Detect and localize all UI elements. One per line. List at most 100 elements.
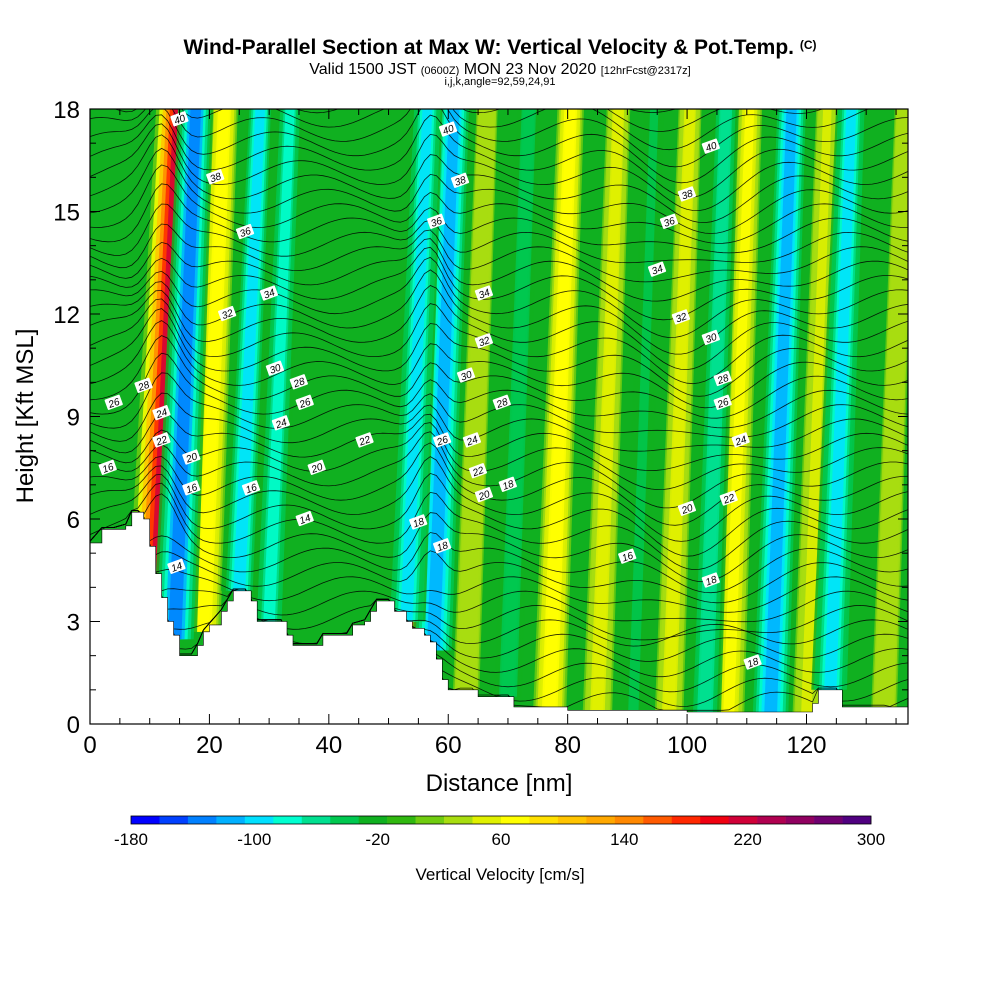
theta-label: 40 — [170, 111, 189, 127]
draft-band — [699, 109, 731, 712]
theta-label: 22 — [468, 463, 488, 480]
svg-text:28: 28 — [291, 376, 307, 391]
theta-label: 34 — [474, 285, 494, 302]
colorbar-swatch — [330, 816, 359, 824]
colorbar-swatch — [529, 816, 559, 824]
svg-text:22: 22 — [470, 465, 486, 480]
y-tick-label: 0 — [67, 712, 80, 739]
colorbar-swatch — [301, 816, 331, 824]
svg-text:26: 26 — [106, 397, 122, 412]
theta-label: 20 — [182, 449, 201, 466]
theta-contour — [90, 442, 908, 526]
theta-label: 36 — [427, 213, 446, 230]
theta-contour — [90, 472, 908, 557]
theta-label: 26 — [713, 394, 732, 411]
svg-text:28: 28 — [136, 380, 152, 395]
theta-label: 16 — [98, 459, 117, 476]
svg-text:36: 36 — [430, 216, 445, 230]
x-axis-label: Distance [nm] — [426, 770, 573, 797]
colorbar-frame — [130, 815, 872, 825]
svg-text:16: 16 — [244, 482, 259, 496]
colorbar-swatch — [472, 816, 502, 824]
theta-contour — [90, 510, 908, 594]
draft-band — [544, 109, 576, 710]
draft-band — [197, 109, 229, 632]
draft-band — [628, 109, 659, 712]
colorbar-swatch — [614, 816, 644, 824]
theta-label: 30 — [265, 360, 285, 377]
colorbar-swatch — [387, 816, 416, 824]
theta-contour — [90, 134, 908, 224]
theta-label: 28 — [134, 377, 153, 394]
colorbar-swatch — [358, 816, 388, 824]
svg-text:16: 16 — [621, 550, 636, 564]
theta-label: 20 — [677, 500, 697, 517]
draft-band — [824, 109, 857, 690]
colorbar-swatch — [444, 816, 473, 824]
y-tick-label: 18 — [53, 97, 80, 124]
draft-band — [233, 109, 265, 591]
theta-contour — [90, 392, 908, 452]
svg-text:24: 24 — [154, 407, 170, 422]
theta-label: 18 — [701, 572, 720, 589]
colorbar-swatch — [643, 816, 673, 824]
theta-label: 24 — [462, 432, 482, 449]
colorbar-tick-label: -20 — [365, 830, 390, 849]
svg-text:24: 24 — [273, 417, 289, 432]
svg-text:36: 36 — [662, 216, 677, 230]
theta-label: 28 — [492, 394, 511, 411]
theta-contour — [90, 147, 908, 234]
svg-text:30: 30 — [268, 362, 283, 376]
theta-contour — [90, 493, 908, 583]
svg-text:20: 20 — [309, 462, 325, 477]
theta-contour — [90, 223, 908, 283]
theta-label: 18 — [498, 476, 517, 493]
theta-contour — [90, 335, 908, 419]
theta-label: 32 — [671, 309, 691, 325]
svg-text:16: 16 — [185, 482, 200, 496]
theta-label: 14 — [167, 558, 186, 575]
colorbar-tick-label: -100 — [237, 830, 271, 849]
theta-label: 22 — [355, 432, 374, 449]
x-axis-ticks: 0 20 40 60 80 100 120 — [83, 109, 897, 759]
colorbar-swatch — [586, 816, 616, 824]
draft-band — [592, 109, 623, 711]
theta-contour — [90, 164, 908, 244]
svg-text:32: 32 — [477, 335, 492, 349]
theta-label: 32 — [218, 305, 237, 322]
svg-text:28: 28 — [715, 373, 731, 388]
colorbar-swatch — [415, 816, 445, 824]
theta-label: 38 — [677, 186, 697, 202]
svg-text:30: 30 — [459, 369, 474, 383]
colorbar-swatch — [273, 816, 303, 824]
svg-text:24: 24 — [733, 434, 749, 449]
theta-contour — [90, 256, 908, 339]
theta-contour — [90, 431, 908, 509]
velocity-field — [129, 109, 908, 712]
colorbar-swatch — [557, 816, 587, 824]
colorbar-swatch — [187, 816, 217, 824]
draft-band — [723, 109, 755, 712]
svg-text:20: 20 — [476, 489, 492, 504]
colorbar-tick-label: 220 — [734, 830, 762, 849]
svg-text:22: 22 — [721, 492, 737, 507]
theta-contour — [90, 109, 908, 184]
x-tick-label: 100 — [667, 732, 707, 759]
theta-label: 30 — [456, 367, 476, 384]
theta-contour — [90, 123, 908, 212]
svg-text:30: 30 — [704, 332, 719, 346]
theta-label: 18 — [743, 654, 762, 671]
theta-contour — [90, 203, 908, 264]
theta-contour — [90, 285, 908, 371]
svg-text:40: 40 — [441, 123, 456, 137]
chart-subtitle: Valid 1500 JST (0600Z) MON 23 Nov 2020 [… — [309, 61, 691, 78]
theta-label: 18 — [433, 538, 452, 554]
svg-text:18: 18 — [704, 574, 719, 588]
theta-contour — [90, 320, 908, 409]
theta-contour — [90, 114, 908, 198]
theta-contour — [90, 109, 908, 168]
colorbar-swatch — [700, 816, 729, 824]
theta-label: 34 — [647, 261, 667, 278]
svg-text:36: 36 — [238, 226, 253, 240]
